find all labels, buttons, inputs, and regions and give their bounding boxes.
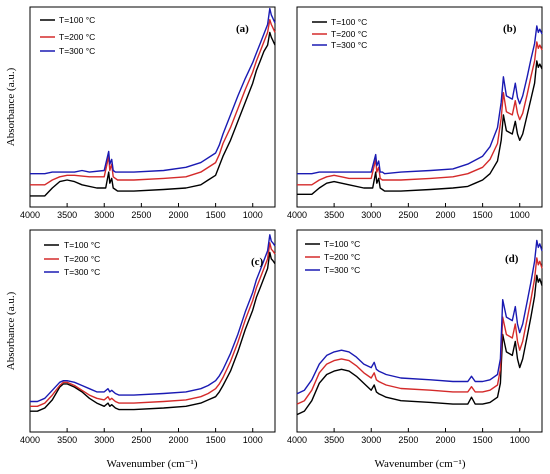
series-layer bbox=[297, 25, 543, 196]
series-line-2 bbox=[30, 242, 276, 407]
legend-label: T=100 °C bbox=[64, 240, 100, 250]
legend: T=100 °C T=200 °C T=300 °C bbox=[312, 17, 367, 50]
series-line-3 bbox=[30, 7, 276, 175]
panel-d: 4000 3500 3000 2500 2000 1500 1000 (d) T=100 °… bbox=[287, 229, 543, 470]
panel-a: 4000 3500 3000 2500 2000 1500 1000 (a) T=100 °… bbox=[5, 6, 276, 220]
panel-c: 4000 3500 3000 2500 2000 1500 1000 (c) T=100 °… bbox=[5, 229, 276, 470]
x-tick-label: 1500 bbox=[473, 435, 493, 445]
plot-frame bbox=[296, 6, 543, 208]
legend-label: T=300 °C bbox=[331, 40, 367, 50]
x-tick-label: 1000 bbox=[243, 210, 263, 220]
x-ticks: 4000 3500 3000 2500 2000 1500 1000 bbox=[20, 428, 263, 445]
legend-label: T=300 °C bbox=[64, 267, 100, 277]
series-line-1 bbox=[297, 60, 543, 196]
x-tick-label: 2000 bbox=[435, 435, 455, 445]
x-ticks: 4000 3500 3000 2500 2000 1500 1000 bbox=[20, 203, 263, 220]
x-axis-title: Wavenumber (cm⁻¹) bbox=[375, 458, 466, 470]
series-line-3 bbox=[30, 234, 276, 403]
legend-label: T=100 °C bbox=[331, 17, 367, 27]
panel-label: (a) bbox=[236, 23, 249, 35]
legend-label: T=200 °C bbox=[59, 32, 95, 42]
legend: T=100 °C T=200 °C T=300 °C bbox=[305, 239, 360, 275]
legend: T=100 °C T=200 °C T=300 °C bbox=[40, 15, 95, 56]
y-axis-title: Absorbance (a.u.) bbox=[5, 67, 17, 146]
x-tick-label: 3000 bbox=[94, 435, 114, 445]
series-line-1 bbox=[30, 31, 276, 197]
x-tick-label: 3000 bbox=[361, 435, 381, 445]
x-tick-label: 2000 bbox=[168, 210, 188, 220]
series-layer bbox=[30, 234, 276, 412]
series-line-1 bbox=[30, 251, 276, 412]
x-tick-label: 3000 bbox=[361, 210, 381, 220]
x-ticks: 4000 3500 3000 2500 2000 1500 1000 bbox=[287, 203, 530, 220]
x-axis-title: Wavenumber (cm⁻¹) bbox=[107, 458, 198, 470]
panel-label: (c) bbox=[251, 256, 264, 268]
legend-label: T=100 °C bbox=[324, 239, 360, 249]
x-tick-label: 4000 bbox=[20, 435, 40, 445]
series-line-3 bbox=[296, 239, 543, 395]
plot-frame bbox=[29, 229, 276, 433]
series-layer bbox=[296, 239, 543, 416]
legend-label: T=300 °C bbox=[59, 46, 95, 56]
x-tick-label: 1500 bbox=[473, 210, 493, 220]
x-tick-label: 4000 bbox=[20, 210, 40, 220]
x-tick-label: 3500 bbox=[57, 435, 77, 445]
series-layer bbox=[30, 7, 276, 197]
legend: T=100 °C T=200 °C T=300 °C bbox=[44, 240, 100, 277]
y-axis-title: Absorbance (a.u.) bbox=[5, 291, 17, 370]
panel-label: (d) bbox=[505, 253, 519, 265]
series-line-1 bbox=[296, 274, 543, 416]
x-tick-label: 3500 bbox=[324, 210, 344, 220]
x-tick-label: 3500 bbox=[57, 210, 77, 220]
series-line-3 bbox=[297, 25, 543, 175]
x-tick-label: 3000 bbox=[94, 210, 114, 220]
plot-frame bbox=[29, 6, 276, 208]
x-tick-label: 2000 bbox=[168, 435, 188, 445]
x-tick-label: 4000 bbox=[287, 210, 307, 220]
legend-label: T=200 °C bbox=[64, 254, 100, 264]
x-tick-label: 1000 bbox=[510, 210, 530, 220]
plot-frame bbox=[296, 229, 543, 433]
x-tick-label: 2500 bbox=[398, 435, 418, 445]
x-tick-label: 1000 bbox=[510, 435, 530, 445]
x-tick-label: 2500 bbox=[131, 435, 151, 445]
x-tick-label: 1500 bbox=[206, 435, 226, 445]
legend-label: T=200 °C bbox=[324, 252, 360, 262]
legend-label: T=100 °C bbox=[59, 15, 95, 25]
x-tick-label: 2500 bbox=[131, 210, 151, 220]
panel-b: 4000 3500 3000 2500 2000 1500 1000 (b) T=100 °… bbox=[287, 6, 543, 220]
legend-label: T=300 °C bbox=[324, 265, 360, 275]
series-line-2 bbox=[297, 41, 543, 186]
series-line-2 bbox=[30, 19, 276, 186]
series-line-2 bbox=[296, 257, 543, 405]
x-tick-label: 2500 bbox=[398, 210, 418, 220]
legend-label: T=200 °C bbox=[331, 29, 367, 39]
panel-label: (b) bbox=[503, 23, 517, 35]
x-tick-label: 1500 bbox=[206, 210, 226, 220]
x-tick-label: 1000 bbox=[243, 435, 263, 445]
x-tick-label: 2000 bbox=[435, 210, 455, 220]
x-ticks: 4000 3500 3000 2500 2000 1500 1000 bbox=[287, 428, 530, 445]
x-tick-label: 4000 bbox=[287, 435, 307, 445]
x-tick-label: 3500 bbox=[324, 435, 344, 445]
